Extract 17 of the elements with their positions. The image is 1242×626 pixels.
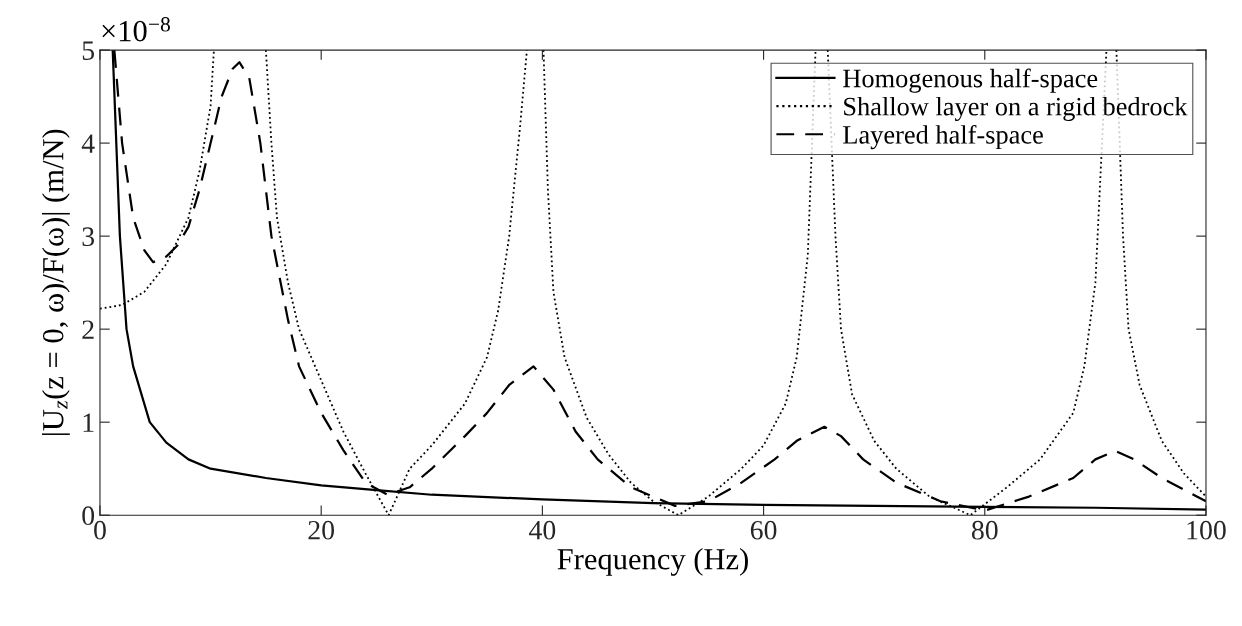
x-tick-label: 20 [308, 520, 335, 540]
legend-label: Layered half-space [843, 124, 1043, 150]
legend-label: Homogenous half-space [843, 68, 1098, 93]
legend-label: Shallow layer on a rigid bedrock [844, 96, 1188, 121]
text: ×10$^{−8}$ [102, 17, 170, 42]
x-axis-title: Frequency (Hz) [557, 548, 748, 576]
x-tick-label: 60 [750, 520, 777, 540]
x-tick-label: 40 [529, 520, 556, 540]
y-tick-label: 3 [82, 227, 95, 247]
x-tick-label: 80 [971, 520, 998, 540]
y-axis-title: |U$_{z}$(z = 0, ω)/F(ω)| (m/N) [42, 129, 70, 435]
y-tick-label: 1 [83, 413, 94, 432]
y-tick-label: 2 [82, 320, 94, 339]
y-tick-label: 0 [82, 506, 95, 526]
y-tick-label: 4 [81, 134, 95, 153]
y-tick-label: 5 [82, 41, 95, 60]
x-tick-label: 100 [1187, 520, 1226, 540]
